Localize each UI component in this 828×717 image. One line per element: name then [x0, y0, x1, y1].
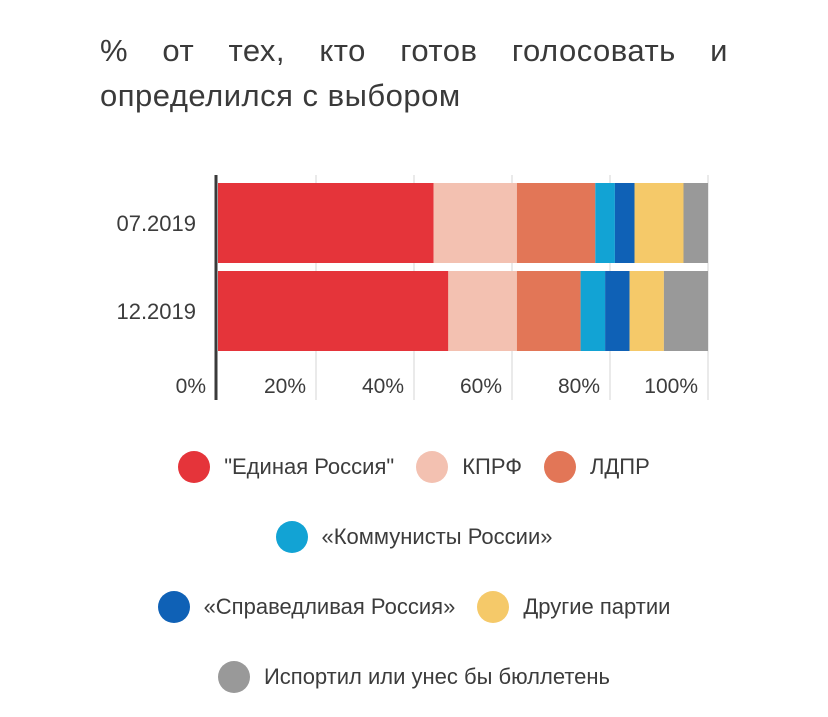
bar-segment [580, 271, 606, 351]
legend-item: ЛДПР [543, 451, 650, 483]
legend-row: «Справедливая Россия» Другие партии [0, 588, 828, 626]
legend-label: Испортил или унес бы бюллетень [263, 664, 611, 689]
x-tick-label: 60% [460, 375, 502, 398]
legend-row: Испортил или унес бы бюллетень [0, 658, 828, 696]
legend-row: «Коммунисты России» [0, 518, 828, 556]
bar-segment [634, 183, 684, 263]
legend-swatch [157, 591, 190, 623]
bar-segment [516, 183, 596, 263]
bar-segment [629, 271, 664, 351]
x-tick-label: 0% [176, 375, 206, 398]
legend-swatch [543, 451, 576, 483]
bar-segment [433, 183, 517, 263]
chart-title: % от тех, кто готов голосовать и определ… [100, 33, 728, 113]
legend-label: «Справедливая Россия» [203, 594, 456, 619]
legend-swatch [477, 591, 510, 623]
category-label: 12.2019 [116, 299, 196, 324]
legend-item: КПРФ [416, 451, 522, 483]
bar-segment [605, 271, 630, 351]
x-tick-label: 20% [264, 375, 306, 398]
bar-segment [448, 271, 517, 351]
legend-item: «Коммунисты России» [275, 521, 553, 553]
bar-segment [218, 271, 449, 351]
legend-item: Испортил или унес бы бюллетень [217, 661, 611, 693]
bar-segment [516, 271, 581, 351]
bar-segment [595, 183, 615, 263]
category-label: 07.2019 [116, 211, 196, 236]
bar-segment [683, 183, 708, 263]
legend-label: КПРФ [462, 454, 522, 479]
legend-swatch [178, 451, 211, 483]
legend-item: «Справедливая Россия» [157, 591, 456, 623]
x-tick-label: 40% [362, 375, 404, 398]
legend-item: Другие партии [477, 591, 670, 623]
legend-label: ЛДПР [589, 454, 650, 479]
legend-swatch [416, 451, 449, 483]
legend-label: «Коммунисты России» [321, 524, 553, 549]
x-tick-label: 80% [558, 375, 600, 398]
legend-label: "Единая Россия" [224, 454, 395, 479]
legend-label: Другие партии [523, 594, 671, 619]
chart-area: 07.2019 12.2019 0% 20% 40% 60% 80% 100% [116, 175, 709, 400]
legend-swatch [217, 661, 250, 693]
legend-swatch [275, 521, 308, 553]
legend-item: "Единая Россия" [178, 451, 394, 483]
legend-row: "Единая Россия" КПРФ ЛДПР [0, 448, 828, 486]
bar-segment [663, 271, 708, 351]
category-labels: 07.2019 12.2019 [116, 211, 196, 324]
bar-segment [614, 183, 635, 263]
x-tick-label: 100% [644, 375, 698, 398]
bars [218, 183, 708, 351]
bar-segment [218, 183, 434, 263]
x-tick-labels: 0% 20% 40% 60% 80% 100% [176, 375, 698, 398]
